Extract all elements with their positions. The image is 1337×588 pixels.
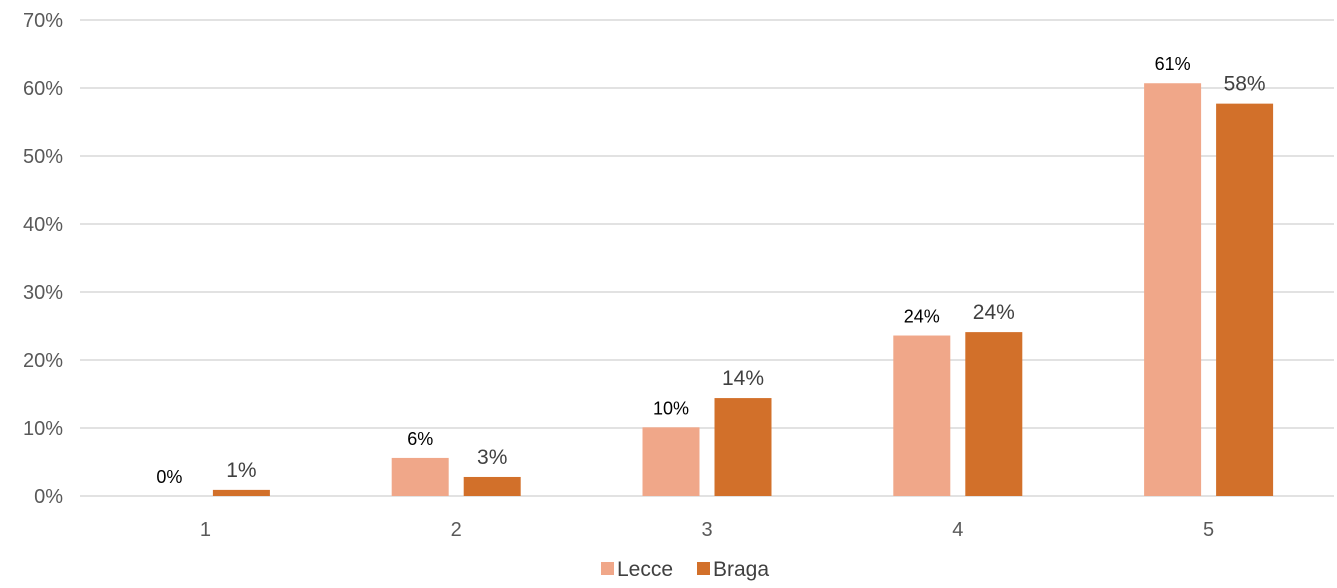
x-tick-label: 5: [1203, 519, 1214, 541]
legend-swatch-braga: [697, 562, 710, 575]
data-label-braga: 3%: [477, 446, 507, 469]
bar-braga: [463, 476, 521, 496]
bar-lecce: [1144, 83, 1202, 497]
x-tick-label: 2: [451, 519, 462, 541]
y-tick-label: 20%: [23, 350, 63, 372]
y-tick-label: 50%: [23, 146, 63, 168]
y-tick-label: 30%: [23, 282, 63, 304]
bar-braga: [1216, 103, 1274, 496]
y-axis-tick-labels: 0% 10% 20% 30% 40% 50% 60% 70%: [23, 10, 63, 508]
data-label-lecce: 10%: [653, 398, 689, 418]
bar-lecce: [893, 335, 951, 496]
bar-braga: [965, 332, 1023, 496]
y-tick-label: 0%: [34, 486, 63, 508]
bar-lecce: [391, 457, 449, 496]
data-label-lecce: 61%: [1155, 54, 1191, 74]
y-tick-label: 60%: [23, 78, 63, 100]
y-tick-label: 10%: [23, 418, 63, 440]
data-label-braga: 14%: [722, 367, 764, 390]
data-label-lecce: 0%: [156, 467, 182, 487]
bar-braga: [212, 489, 270, 496]
legend-label-lecce: Lecce: [617, 558, 673, 581]
bar-braga: [714, 398, 772, 496]
data-labels: 0% 1% 6% 3% 10% 14% 24% 24% 61% 58%: [156, 54, 1265, 487]
data-label-braga: 24%: [973, 301, 1015, 324]
y-tick-label: 70%: [23, 10, 63, 32]
y-tick-label: 40%: [23, 214, 63, 236]
data-label-lecce: 24%: [904, 307, 940, 327]
data-label-braga: 58%: [1224, 73, 1266, 96]
x-axis-tick-labels: 1 2 3 4 5: [200, 519, 1214, 541]
x-tick-label: 3: [701, 519, 712, 541]
data-label-braga: 1%: [226, 459, 256, 482]
legend-label-braga: Braga: [713, 558, 769, 581]
bars: [212, 83, 1274, 497]
bar-lecce: [642, 427, 700, 496]
legend-swatch-lecce: [601, 562, 614, 575]
x-tick-label: 1: [200, 519, 211, 541]
gridlines: [80, 19, 1334, 497]
data-label-lecce: 6%: [407, 429, 433, 449]
x-tick-label: 4: [952, 519, 963, 541]
legend: Lecce Braga: [601, 558, 769, 581]
